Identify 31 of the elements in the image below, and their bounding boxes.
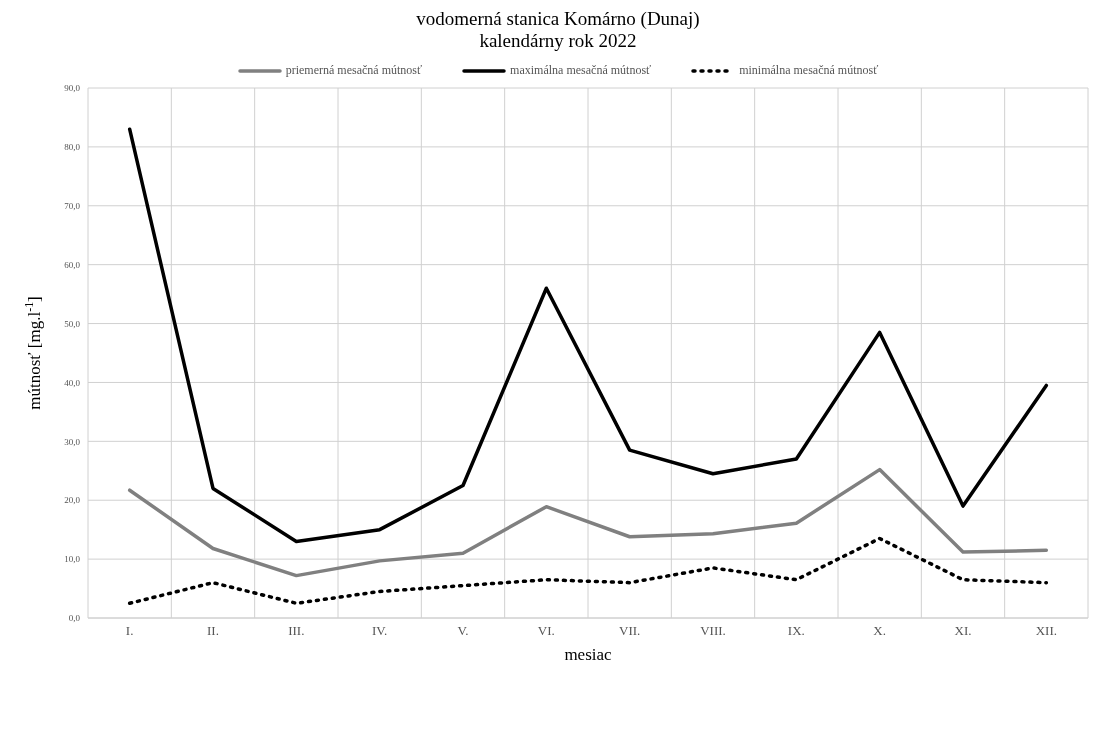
- y-tick-label: 80,0: [64, 142, 81, 153]
- x-tick-label: VIII.: [700, 623, 726, 639]
- legend-label: minimálna mesačná mútnosť: [738, 63, 879, 78]
- y-tick-label: 20,0: [64, 495, 81, 506]
- x-tick-label: I.: [125, 623, 134, 639]
- chart-title: vodomerná stanica Komárno (Dunaj): [415, 8, 701, 30]
- chart-subtitle: kalendárny rok 2022: [478, 30, 638, 52]
- legend-label: priemerná mesačná mútnosť: [284, 63, 423, 78]
- x-tick-label: IV.: [372, 623, 388, 639]
- y-tick-label: 50,0: [64, 318, 81, 329]
- x-tick-label: VII.: [619, 623, 641, 639]
- y-tick-label: 60,0: [64, 259, 81, 270]
- x-tick-label: IX.: [787, 623, 805, 639]
- line-series: [127, 127, 1049, 544]
- y-tick-label: 30,0: [64, 436, 81, 447]
- x-tick-label: II.: [207, 623, 219, 639]
- y-tick-label: 90,0: [64, 83, 81, 94]
- legend-label: maximálna mesačná mútnosť: [509, 63, 652, 78]
- x-axis-title: mesiac: [564, 645, 613, 664]
- y-tick-label: 40,0: [64, 377, 81, 388]
- y-tick-label: 10,0: [64, 554, 81, 565]
- x-tick-label: X.: [873, 623, 886, 639]
- line-series: [127, 536, 1049, 606]
- x-tick-label: V.: [457, 623, 469, 639]
- y-tick-label: 70,0: [64, 200, 81, 211]
- x-tick-label: XII.: [1035, 623, 1057, 639]
- line-series: [127, 467, 1049, 578]
- x-tick-label: VI.: [537, 623, 555, 639]
- y-tick-label: 0,0: [68, 613, 81, 624]
- x-tick-label: III.: [288, 623, 305, 639]
- x-tick-label: XI.: [954, 623, 972, 639]
